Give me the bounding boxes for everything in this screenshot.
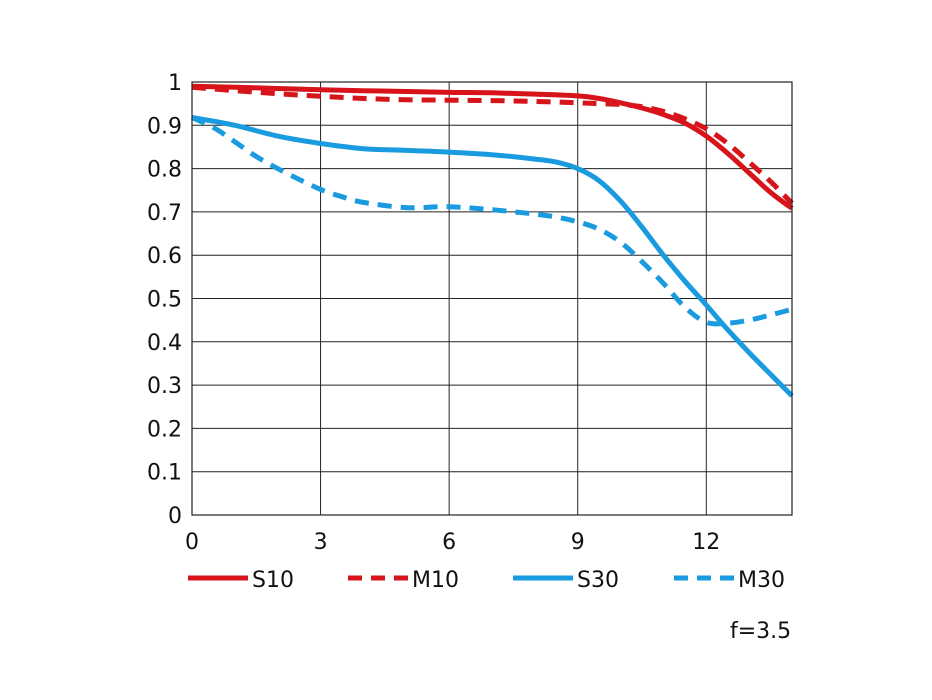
x-tick-label-0: 0 [185, 530, 199, 555]
series-line-m30 [190, 115, 793, 327]
y-tick-label-3: 0.3 [147, 374, 182, 399]
y-tick-label-10: 1 [168, 71, 182, 96]
x-tick-label-4: 12 [692, 530, 720, 555]
y-tick-label-1: 0.1 [147, 461, 182, 486]
y-tick-label-4: 0.4 [147, 331, 182, 356]
x-tick-label-2: 6 [442, 530, 456, 555]
y-tick-label-5: 0.5 [147, 288, 182, 313]
y-tick-label-7: 0.7 [147, 201, 182, 226]
x-axis-ticks: 0 3 6 9 12 [185, 530, 720, 555]
x-tick-label-3: 9 [571, 530, 585, 555]
aperture-annotation: f=3.5 [730, 619, 791, 644]
plot-border [191, 81, 793, 516]
y-axis-ticks: 0 0.1 0.2 0.3 0.4 0.5 0.6 0.7 0.8 0.9 1 [147, 71, 182, 529]
plot-frame [191, 81, 793, 516]
x-tick-label-1: 3 [314, 530, 328, 555]
legend-label-m10: M10 [412, 568, 459, 593]
legend-label-s10: S10 [252, 568, 294, 593]
series-lines [190, 83, 794, 398]
legend: S10 M10 S30 M30 [188, 568, 785, 593]
y-tick-label-0: 0 [168, 504, 182, 529]
series-line-s10 [191, 83, 794, 211]
series-line-s30 [191, 115, 794, 398]
y-tick-label-2: 0.2 [147, 417, 182, 442]
legend-label-m30: M30 [738, 568, 785, 593]
legend-label-s30: S30 [577, 568, 619, 593]
y-tick-label-9: 0.9 [147, 114, 182, 139]
y-tick-label-6: 0.6 [147, 244, 182, 269]
y-tick-label-8: 0.8 [147, 158, 182, 183]
series-line-m10 [191, 84, 794, 205]
